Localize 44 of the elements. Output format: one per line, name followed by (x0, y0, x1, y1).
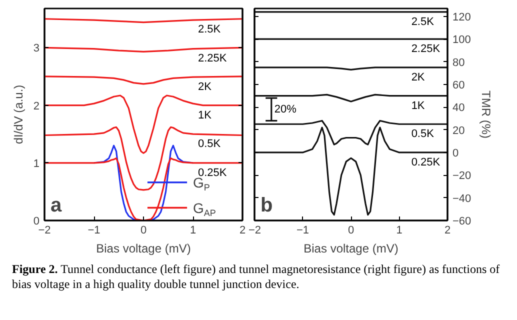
x-tick-label: 1 (190, 224, 196, 236)
y-tick-label: 60 (452, 79, 465, 92)
annotation: 0.5K (411, 128, 435, 140)
y-axis-title: TMR (%) (479, 90, 494, 139)
y-tick-label: −40 (452, 192, 472, 205)
annotation: 20% (274, 103, 297, 116)
x-tick-label: −1 (296, 224, 310, 236)
annotation: 0.25K (198, 166, 228, 179)
annotation: 2.5K (198, 23, 222, 36)
y-tick-label: 0 (33, 216, 40, 228)
x-tick-label: −1 (88, 224, 100, 236)
y-axis-title: dI/dV (a.u.) (11, 84, 26, 144)
x-tick-label: −2 (248, 224, 262, 236)
y-tick-label: −20 (452, 170, 472, 182)
annotation: 2K (411, 71, 426, 84)
y-tick-label: 40 (452, 102, 465, 114)
y-tick-label: 20 (452, 124, 465, 137)
y-tick-label: −60 (452, 216, 472, 228)
annotation: a (50, 194, 62, 216)
caption: Figure 2. Tunnel conductance (left figure) and tunnel magnetoresistance (right figure) as functions of bias voltage in a high quality double tunnel junction device. (12, 262, 501, 292)
annotation: 0.25K (411, 156, 441, 168)
y-tick-label: 80 (452, 56, 465, 69)
annotation: 1K (198, 109, 212, 122)
x-tick-label: 2 (444, 224, 451, 236)
y-tick-label: 2 (33, 100, 40, 112)
annotation: 1K (411, 100, 426, 112)
y-tick-label: 0 (452, 147, 459, 160)
x-tick-label: 0 (348, 224, 354, 236)
x-tick-label: 1 (396, 224, 402, 236)
annotation: 2.25K (198, 52, 228, 64)
y-tick-label: 1 (33, 158, 40, 170)
annotation: 2.5K (411, 16, 435, 28)
annotation: b (260, 194, 273, 216)
annotation: 0.5K (198, 138, 222, 150)
x-tick-label: 2 (239, 224, 246, 236)
x-tick-label: −2 (38, 224, 51, 236)
y-tick-label: 120 (452, 11, 471, 24)
x-axis-title: Bias voltage (mV) (304, 242, 398, 256)
x-tick-label: 0 (140, 224, 147, 236)
x-axis-title: Bias voltage (mV) (96, 242, 191, 256)
y-tick-label: 3 (33, 42, 40, 55)
annotation: 2.25K (411, 43, 441, 56)
y-tick-label: 100 (452, 34, 471, 46)
annotation: 2K (198, 81, 212, 94)
